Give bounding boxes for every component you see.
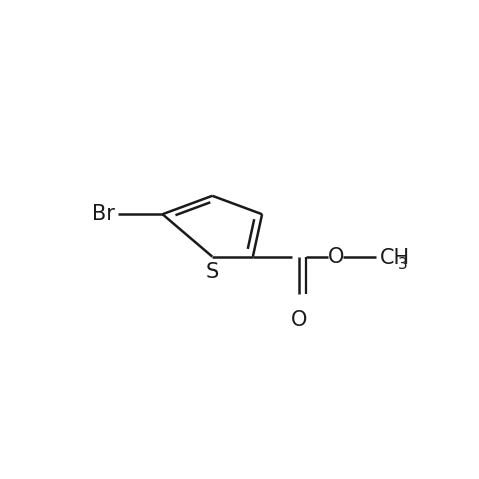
Text: O: O	[328, 247, 344, 267]
Text: O: O	[291, 310, 307, 330]
Text: Br: Br	[91, 204, 114, 224]
Text: S: S	[205, 262, 219, 282]
Text: CH: CH	[380, 249, 410, 269]
Text: 3: 3	[398, 257, 407, 272]
